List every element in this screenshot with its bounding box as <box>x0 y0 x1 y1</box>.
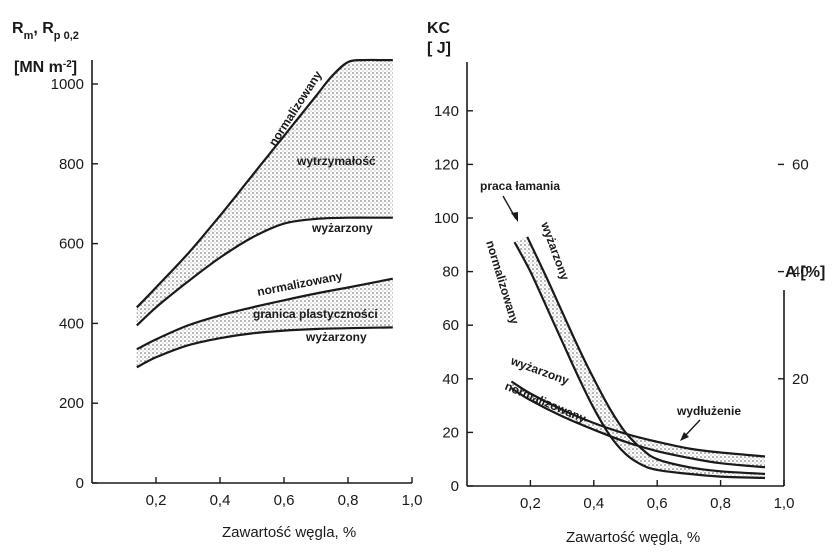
left-chart-panel: Rm, Rp 0,2 [MN m-2] 0,2 0,4 0,6 0,8 1,0 0 200 4… <box>12 20 422 541</box>
left-y-tick-label-0: 0 <box>76 475 84 492</box>
left-band-1 <box>136 278 393 368</box>
left-curves <box>136 58 394 369</box>
left-y-tick-label-1: 200 <box>59 395 84 412</box>
right-x-tick-label-4: 1,0 <box>774 495 795 512</box>
right-y-axis-title: KC <box>427 20 451 37</box>
right-y-tick-label-0: 0 <box>451 478 459 495</box>
right-axes <box>466 62 785 487</box>
right-label-wydluzenie-arrowhead <box>680 432 689 441</box>
right-y-axis-unit: [ J] <box>427 40 451 57</box>
left-band-0-lower-curve <box>136 216 393 327</box>
right-y-tick-label-2: 40 <box>442 371 459 388</box>
left-band-0-upper-curve <box>136 58 393 309</box>
right-y-tick-label-5: 100 <box>434 210 459 227</box>
right-ticks: 0,2 0,4 0,6 0,8 1,0 0 20 40 60 80 100 120 140 20 40 60 <box>434 103 809 512</box>
left-y-axis-title: Rm, Rp 0,2 <box>12 20 79 42</box>
right-y-tick-label-4: 80 <box>442 264 459 281</box>
right-label-normalizowany-elong: normalizowany <box>503 379 589 426</box>
left-x-axis-title: Zawartość węgla, % <box>222 524 356 541</box>
right-band-0-upper-curve <box>526 236 766 475</box>
right-x-tick-label-2: 0,6 <box>647 495 668 512</box>
right-label-wydluzenie: wydłużenie <box>676 404 741 418</box>
right-y-tick-label-6: 120 <box>434 156 459 173</box>
left-band-1-lower-curve <box>136 326 393 369</box>
right-right-y-tick-label-1: 40 <box>792 264 809 281</box>
left-x-tick-label-3: 0,8 <box>338 492 359 509</box>
left-axes <box>91 60 412 484</box>
right-bands <box>511 236 765 478</box>
right-y-tick-label-3: 60 <box>442 317 459 334</box>
left-y-tick-label-3: 600 <box>59 236 84 253</box>
left-x-tick-label-0: 0,2 <box>146 492 167 509</box>
right-band-1-upper-curve <box>510 380 766 458</box>
left-y-tick-label-2: 400 <box>59 315 84 332</box>
left-label-wyzarzony-yield: wyżarzony <box>305 330 367 344</box>
right-secondary-y-axis-title: A [%] <box>785 264 825 281</box>
right-curve-labels: praca łamania wyżarzony normalizowany wy… <box>480 179 741 441</box>
left-x-tick-label-4: 1,0 <box>402 492 423 509</box>
left-ticks: 0,2 0,4 0,6 0,8 1,0 0 200 400 600 800 1000 <box>51 76 423 509</box>
right-x-tick-label-0: 0,2 <box>520 495 541 512</box>
right-band-1-lower-curve <box>510 387 766 469</box>
left-band-0 <box>136 59 393 326</box>
right-y-tick-label-1: 20 <box>442 424 459 441</box>
left-x-tick-label-2: 0,6 <box>274 492 295 509</box>
left-band-1-upper-curve <box>136 277 394 351</box>
right-right-y-tick-label-2: 60 <box>792 156 809 173</box>
right-label-normalizowany-impact: normalizowany <box>483 239 522 326</box>
right-right-y-tick-label-0: 20 <box>792 371 809 388</box>
left-y-axis-unit: [MN m-2] <box>14 59 77 77</box>
right-x-tick-label-3: 0,8 <box>710 495 731 512</box>
left-bands <box>136 59 393 368</box>
left-label-wyzarzony-strength: wyżarzony <box>311 221 373 235</box>
left-y-tick-label-4: 800 <box>59 156 84 173</box>
left-x-tick-label-1: 0,4 <box>210 492 231 509</box>
right-x-tick-label-1: 0,4 <box>583 495 604 512</box>
right-chart-panel: KC [ J] A [%] 0,2 0,4 0,6 0,8 1,0 0 20 40 60 80 10… <box>427 20 825 546</box>
right-x-axis-title: Zawartość węgla, % <box>566 529 700 546</box>
right-curves <box>510 236 766 480</box>
right-y-tick-label-7: 140 <box>434 103 459 120</box>
right-label-praca-lamania-arrowhead <box>511 212 518 222</box>
right-band-1 <box>511 381 765 468</box>
left-label-wytrzymalosc: wytrzymałość <box>296 154 376 168</box>
left-y-tick-label-5: 1000 <box>51 76 84 93</box>
right-label-praca-lamania: praca łamania <box>480 179 560 193</box>
left-label-granica: granica plastyczności <box>253 307 378 321</box>
